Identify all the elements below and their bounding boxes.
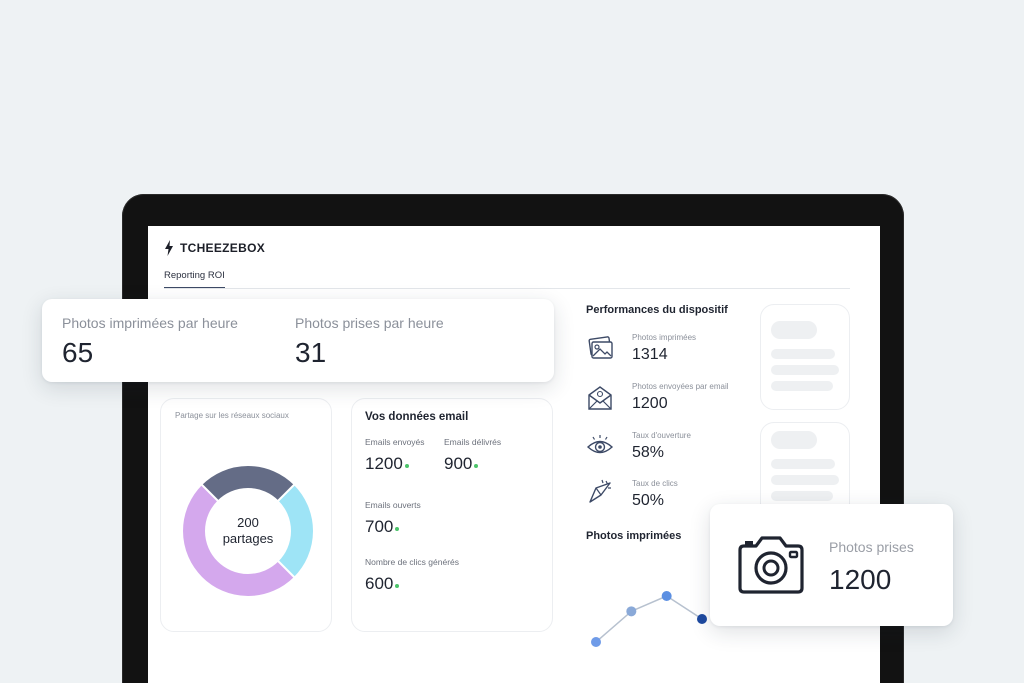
perf-photos-emailed-label: Photos envoyées par email [632, 382, 729, 391]
perf-open-rate-value: 58% [632, 444, 665, 461]
clicks-generated-metric: 600 [365, 574, 400, 594]
emails-delivered-metric: 900 [444, 454, 479, 474]
perf-photos-printed-label: Photos imprimées [632, 333, 697, 342]
social-card-title: Partage sur les réseaux sociaux [175, 411, 289, 420]
status-dot [395, 527, 400, 531]
photos-taken-label: Photos prises [829, 539, 914, 555]
hourly-stats-card: Photos imprimées par heure 65 Photos pri… [42, 299, 554, 382]
status-dot [395, 584, 400, 588]
photos-taken-card: Photos prises 1200 [710, 504, 953, 626]
status-dot [404, 464, 409, 468]
lightning-icon [165, 240, 173, 256]
emails-opened-metric: 700 [365, 517, 400, 537]
email-icon [588, 386, 612, 410]
clicks-generated-value: 600 [365, 574, 394, 593]
emails-opened-label: Emails ouverts [365, 500, 421, 510]
printed-per-hour-label: Photos imprimées par heure [62, 315, 238, 331]
clicks-generated-label: Nombre de clics générés [365, 557, 460, 567]
perf-photos-emailed-value: 1200 [632, 395, 668, 412]
cursor-click-icon [589, 479, 611, 503]
skeleton-line [771, 491, 833, 501]
donut-total-value: 200 [237, 515, 259, 530]
skeleton-line [771, 321, 817, 339]
line-point [661, 591, 672, 601]
emails-delivered-value: 900 [444, 454, 473, 473]
tab-divider [164, 288, 850, 289]
donut-slice-2 [181, 482, 297, 598]
donut-center-label: 200 partages [178, 461, 318, 601]
line-point [697, 614, 707, 624]
tab-reporting-roi[interactable]: Reporting ROI [164, 270, 225, 289]
eye-icon [586, 435, 614, 454]
line-series [595, 595, 703, 643]
taken-per-hour-value: 31 [295, 337, 327, 368]
skeleton-line [771, 381, 833, 391]
status-dot [474, 464, 479, 468]
skeleton-line [771, 365, 839, 375]
photos-taken-value: 1200 [829, 564, 892, 595]
taken-per-hour-label: Photos prises par heure [295, 315, 444, 331]
perf-open-rate-label: Taux d'ouverture [632, 431, 691, 440]
social-shares-card: Partage sur les réseaux sociaux 200 part… [160, 398, 332, 632]
brand-logo[interactable]: TCHEEZEBOX [164, 240, 265, 256]
camera-icon [738, 536, 804, 594]
emails-sent-metric: 1200 [365, 454, 409, 474]
email-data-card: Vos données email Emails envoyés 1200 Em… [351, 398, 553, 632]
emails-delivered-label: Emails délivrés [444, 437, 502, 447]
photos-printed-line-chart [591, 591, 707, 647]
printed-per-hour-value: 65 [62, 337, 94, 368]
donut-total-unit: partages [222, 531, 274, 546]
emails-opened-value: 700 [365, 517, 394, 536]
photos-icon [588, 336, 613, 359]
email-card-title: Vos données email [365, 411, 469, 423]
skeleton-line [771, 349, 835, 359]
line-point [591, 637, 601, 647]
brand-name: TCHEEZEBOX [180, 241, 266, 255]
photos-printed-title: Photos imprimées [586, 530, 682, 542]
skeleton-card [760, 304, 850, 410]
emails-sent-value: 1200 [365, 454, 403, 473]
line-point [626, 606, 637, 617]
skeleton-line [771, 431, 817, 449]
skeleton-line [771, 475, 839, 485]
emails-sent-label: Emails envoyés [365, 437, 425, 447]
perf-photos-printed-value: 1314 [632, 346, 668, 363]
skeleton-line [771, 459, 835, 469]
performance-title: Performances du dispositif [586, 304, 728, 316]
social-shares-donut-chart [181, 464, 315, 598]
perf-click-rate-label: Taux de clics [632, 479, 678, 488]
perf-click-rate-value: 50% [632, 492, 665, 509]
